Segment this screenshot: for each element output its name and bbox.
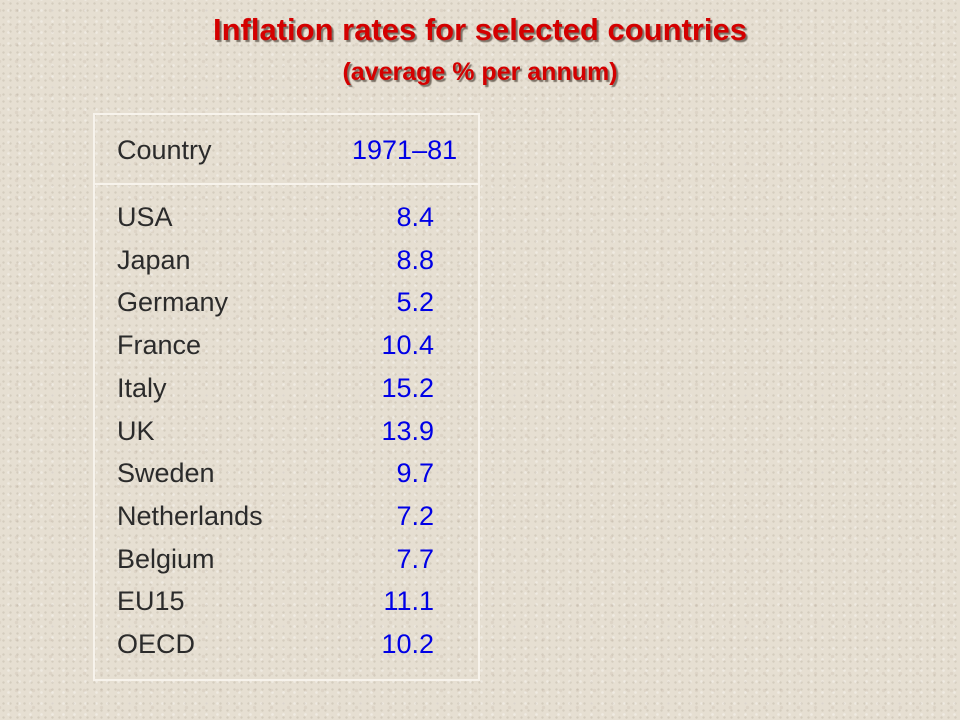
table-cell-country: France: [117, 330, 202, 360]
table-cell-country: Sweden: [117, 458, 215, 488]
table-cell-value: 13.9: [381, 416, 434, 446]
slide-subtitle: (average % per annum): [342, 58, 618, 86]
table-cell-country: OECD: [117, 629, 196, 659]
table-cell-country: Italy: [117, 373, 167, 403]
column-header-country: Country: [117, 135, 212, 165]
table-cell-value: 10.2: [381, 629, 434, 659]
table-cell-value: 7.2: [396, 501, 434, 531]
table-cell-country: UK: [117, 416, 155, 446]
table-cell-country: Japan: [117, 245, 191, 275]
table-cell-value: 11.1: [383, 586, 434, 616]
inflation-table: [93, 113, 480, 681]
table-cell-value: 10.4: [381, 330, 434, 360]
table-header-rule: [93, 183, 480, 185]
table-top-rule: [93, 113, 480, 115]
table-cell-value: 7.7: [396, 544, 434, 574]
column-header-period: 1971–81: [352, 135, 458, 165]
table-cell-value: 15.2: [381, 373, 434, 403]
table-cell-value: 5.2: [396, 287, 434, 317]
slide-title: Inflation rates for selected countries: [212, 12, 748, 47]
table-cell-country: Belgium: [117, 544, 215, 574]
table-bottom-rule: [93, 679, 480, 681]
table-cell-country: Germany: [117, 287, 229, 317]
table-cell-country: Netherlands: [117, 501, 263, 531]
table-cell-country: USA: [117, 202, 173, 232]
table-cell-value: 8.8: [396, 245, 434, 275]
table-cell-value: 9.7: [396, 458, 434, 488]
table-cell-value: 8.4: [396, 202, 434, 232]
table-cell-country: EU15: [117, 586, 185, 616]
